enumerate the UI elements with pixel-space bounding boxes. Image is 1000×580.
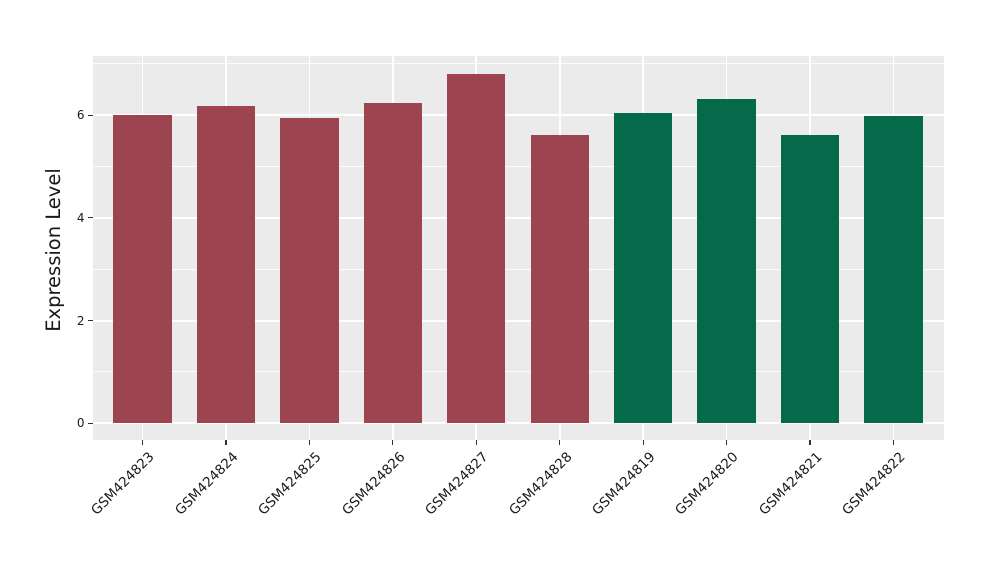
gridline-major-horizontal [92, 422, 944, 425]
y-tick-mark [87, 114, 93, 116]
gridline-major-horizontal [92, 319, 944, 322]
x-tick-label: GSM424826 [338, 449, 409, 519]
bar [447, 73, 506, 424]
x-tick-mark [892, 439, 895, 445]
gridline-major-horizontal [92, 114, 944, 117]
y-tick-label: 2 [76, 313, 85, 328]
bar [113, 114, 172, 424]
x-tick-mark [308, 439, 310, 445]
x-tick-label: GSM424824 [171, 449, 242, 519]
y-tick-mark [87, 422, 93, 424]
bar [864, 116, 923, 424]
bar [697, 98, 756, 424]
x-tick-label: GSM424821 [755, 449, 826, 519]
gridline-major-horizontal [92, 216, 944, 219]
x-tick-label: GSM424819 [589, 449, 659, 519]
gridline-minor-horizontal [92, 371, 944, 373]
x-tick-mark [392, 439, 394, 445]
x-tick-label: GSM424825 [255, 449, 325, 519]
y-tick-mark [87, 217, 93, 219]
bar [780, 135, 840, 424]
y-tick-label: 4 [76, 210, 85, 225]
x-tick-label: GSM424820 [672, 449, 742, 519]
gridline-minor-horizontal [92, 63, 944, 65]
x-tick-mark [642, 439, 644, 445]
bar [196, 106, 256, 424]
y-tick-label: 0 [76, 416, 85, 431]
y-tick-mark [87, 319, 93, 322]
x-tick-label: GSM424823 [88, 449, 158, 519]
x-tick-label: GSM424828 [505, 449, 576, 519]
x-tick-mark [809, 439, 811, 445]
bar [280, 117, 339, 424]
x-tick-label: GSM424827 [422, 449, 492, 519]
bar [530, 134, 589, 424]
x-tick-mark [225, 439, 227, 445]
x-tick-mark [559, 439, 561, 445]
bar [363, 102, 423, 424]
y-tick-label: 6 [76, 108, 85, 123]
plot-panel [92, 56, 944, 440]
x-tick-mark [141, 439, 144, 445]
gridline-minor-horizontal [92, 166, 944, 167]
bar [613, 113, 673, 424]
gridline-minor-horizontal [92, 268, 944, 270]
x-tick-mark [725, 439, 728, 445]
x-tick-label: GSM424822 [839, 449, 909, 519]
x-tick-mark [475, 439, 477, 445]
